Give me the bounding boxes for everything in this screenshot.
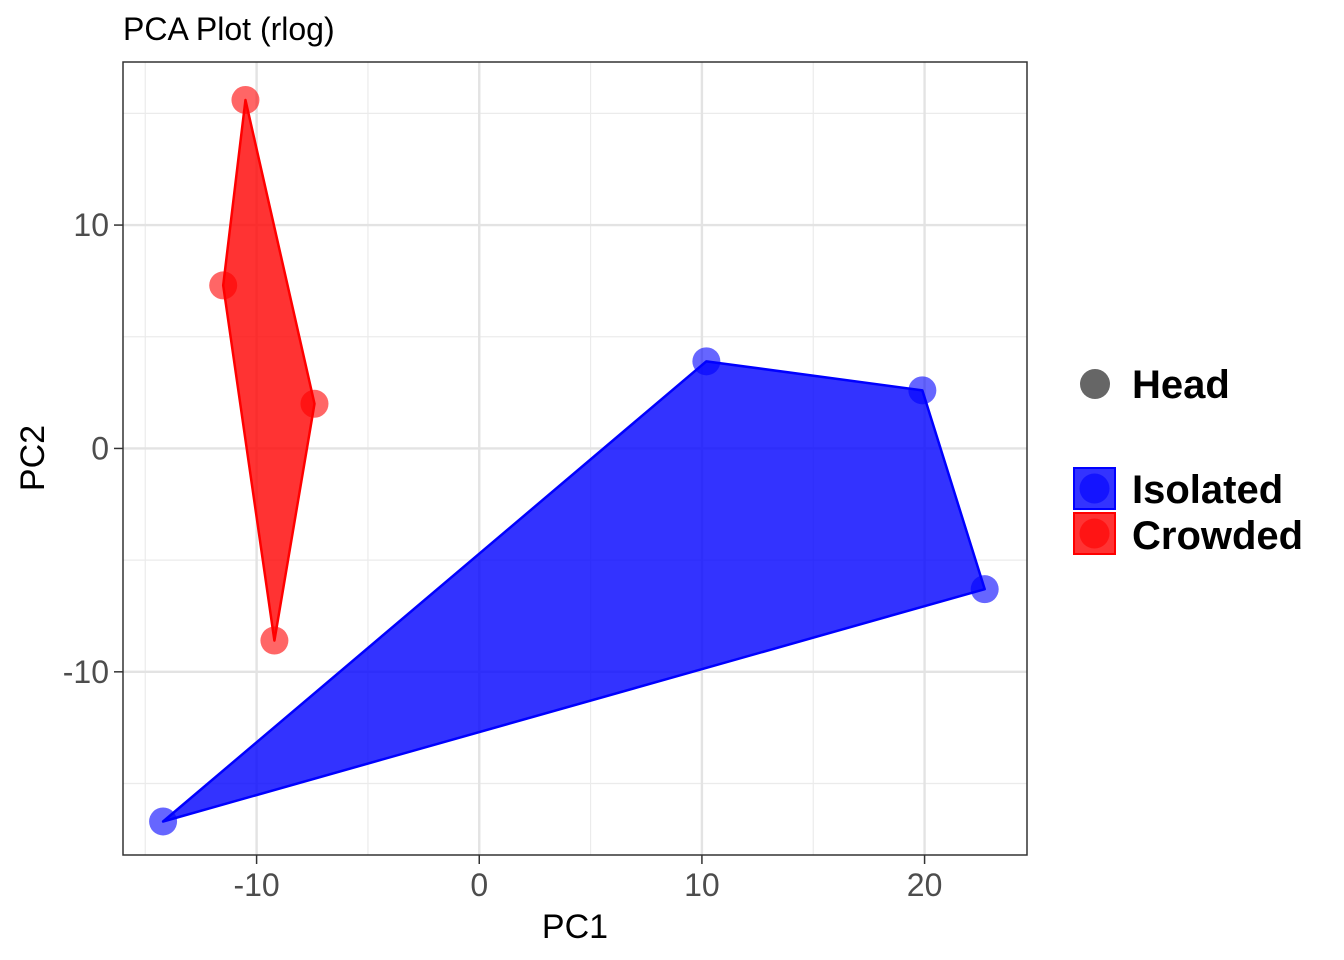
point-isolated: [970, 575, 999, 604]
point-crowded: [209, 271, 238, 300]
y-axis-title: PC2: [14, 425, 52, 491]
x-tick-label: 0: [470, 867, 488, 903]
point-isolated: [149, 807, 178, 836]
point-isolated: [692, 347, 721, 376]
point-isolated: [908, 376, 937, 405]
point-crowded: [260, 626, 289, 655]
legend-key-isolated-dot: [1079, 473, 1110, 504]
y-tick-label: 10: [73, 207, 109, 243]
point-crowded: [300, 389, 329, 418]
legend-label-crowded: Crowded: [1132, 514, 1303, 558]
x-tick-label: 20: [907, 867, 943, 903]
y-tick-label: 0: [91, 430, 109, 466]
axes: -10 0 10 20 -10 0 10: [63, 207, 943, 903]
legend: Head Isolated Crowded: [1073, 363, 1303, 558]
x-axis-title: PC1: [542, 908, 608, 946]
plot-panel-border: [122, 61, 1028, 856]
legend-shape-key: [1080, 369, 1110, 399]
x-tick-label: -10: [233, 867, 279, 903]
y-tick-label: -10: [63, 654, 109, 690]
x-tick-label: 10: [684, 867, 720, 903]
legend-label-isolated: Isolated: [1132, 468, 1283, 512]
legend-shape-label: Head: [1132, 363, 1230, 407]
data-points: [149, 85, 999, 836]
legend-key-crowded-dot: [1079, 518, 1110, 549]
point-crowded: [231, 85, 260, 114]
chart-title: PCA Plot (rlog): [123, 11, 335, 47]
